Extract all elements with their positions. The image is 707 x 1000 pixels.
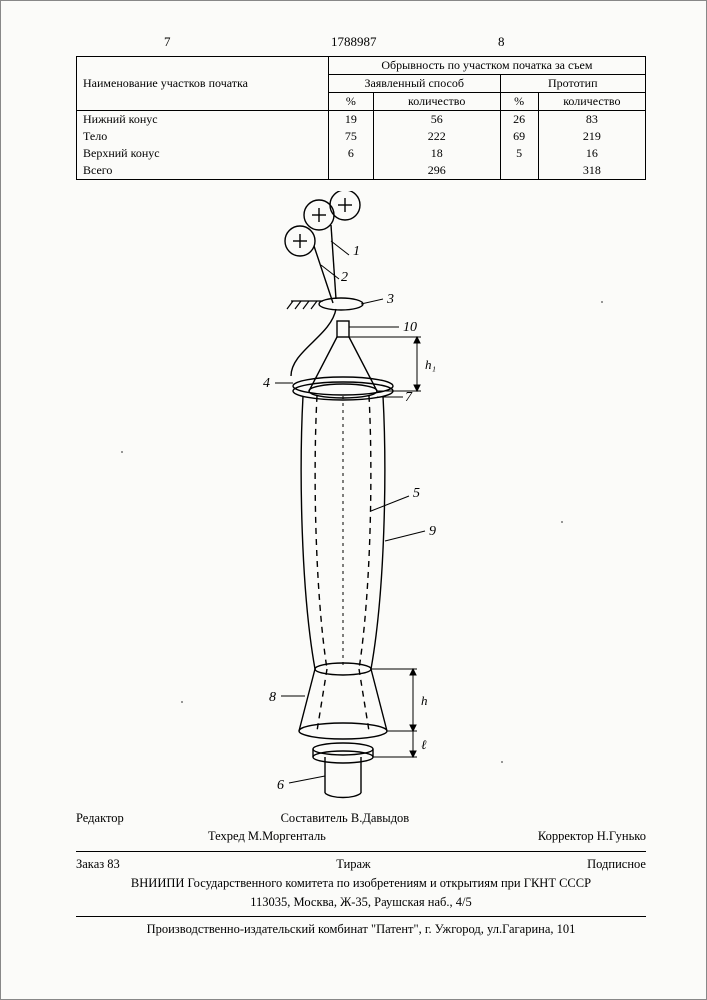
lbl-9: 9: [429, 524, 436, 539]
lbl-1: 1: [353, 244, 360, 259]
page-left: 7: [164, 34, 171, 50]
printer: Производственно-издательский комбинат "П…: [76, 920, 646, 939]
order: Заказ 83: [76, 855, 120, 874]
table-row: Нижний конус19562683: [77, 111, 646, 129]
th-sub1: Заявленный способ: [328, 75, 500, 93]
table-row: Тело7522269219: [77, 128, 646, 145]
th-qty1: количество: [373, 93, 500, 111]
th-pct2: %: [500, 93, 538, 111]
page: 7 1788987 8 Наименование участков початк…: [0, 0, 707, 1000]
lbl-2: 2: [341, 270, 348, 285]
editor-label: Редактор: [76, 809, 124, 828]
diagram: 1 2 3 10 4 7 5 9 8 6 h₁ h ℓ: [181, 191, 541, 801]
th-rowheader: Наименование участков початка: [77, 57, 329, 111]
th-pct1: %: [328, 93, 373, 111]
th-sub2: Прототип: [500, 75, 645, 93]
table-row: Всего296318: [77, 162, 646, 180]
tirazh: Тираж: [336, 855, 370, 874]
lbl-7: 7: [405, 390, 413, 405]
addr: 113035, Москва, Ж-35, Раушская наб., 4/5: [76, 893, 646, 912]
lbl-8: 8: [269, 690, 276, 705]
tech: Техред М.Моргенталь: [208, 827, 326, 846]
dim-h: h: [421, 693, 428, 708]
lbl-6: 6: [277, 778, 284, 793]
dim-h1: h₁: [425, 357, 436, 372]
table-row: Верхний конус618516: [77, 145, 646, 162]
data-table: Наименование участков початка Обрывность…: [76, 56, 646, 180]
lbl-3: 3: [386, 292, 394, 307]
lbl-5: 5: [413, 486, 420, 501]
page-right: 8: [498, 34, 505, 50]
org: ВНИИПИ Государственного комитета по изоб…: [76, 874, 646, 893]
th-qty2: количество: [538, 93, 645, 111]
compiler: Составитель В.Давыдов: [281, 809, 410, 828]
dim-l: ℓ: [421, 737, 427, 752]
doc-number: 1788987: [331, 34, 377, 50]
corrector: Корректор Н.Гунько: [538, 827, 646, 846]
th-span: Обрывность по участком початка за съем: [328, 57, 645, 75]
footer: Редактор Составитель В.Давыдов Техред М.…: [76, 809, 646, 940]
lbl-4: 4: [263, 376, 270, 391]
lbl-10: 10: [403, 320, 417, 335]
signed: Подписное: [587, 855, 646, 874]
